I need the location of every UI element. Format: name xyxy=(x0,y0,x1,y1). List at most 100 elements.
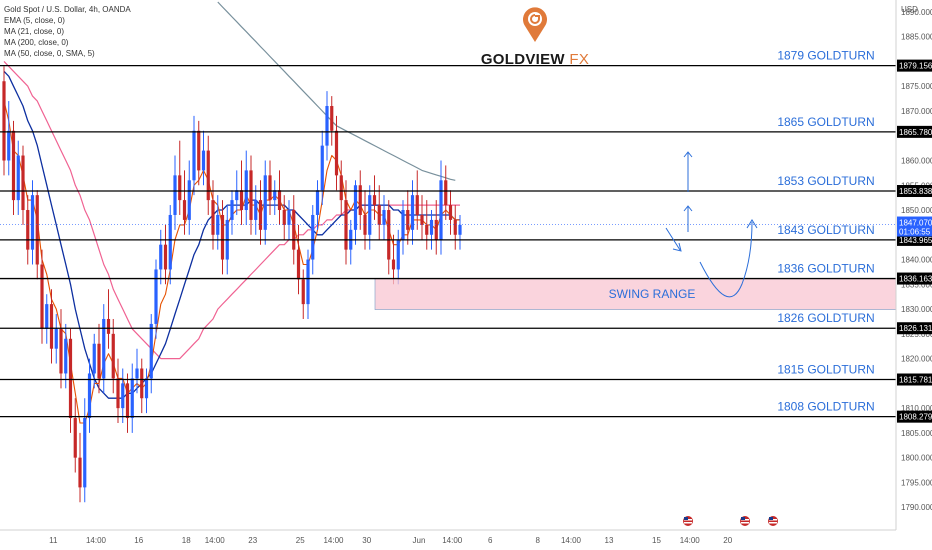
candle xyxy=(339,160,343,215)
candle-body xyxy=(230,200,234,220)
candle xyxy=(59,309,63,389)
candle-body xyxy=(268,175,272,201)
candle xyxy=(73,398,77,473)
level-price-tag xyxy=(897,322,932,335)
indicator-ma200[interactable]: MA (200, close, 0) xyxy=(4,38,69,47)
candle xyxy=(144,368,149,414)
candle-body xyxy=(220,214,225,260)
candle xyxy=(282,195,286,240)
candle-body xyxy=(201,150,206,171)
candle-body xyxy=(334,130,339,176)
countdown-text: 01:06:55 xyxy=(899,228,931,237)
candle-body xyxy=(273,190,277,201)
time-tick-label: 14:00 xyxy=(205,536,226,545)
candle xyxy=(35,190,39,280)
candle-body xyxy=(211,200,215,235)
candle-body xyxy=(406,210,410,230)
time-tick-label: 16 xyxy=(134,536,143,545)
goldturn-levels: 1879 GOLDTURN 1865 GOLDTURN 1853 GOLDTURN 1… xyxy=(0,49,896,418)
candle xyxy=(173,155,177,230)
candle-body xyxy=(444,180,448,206)
candle-body xyxy=(216,214,220,235)
time-tick-label: 20 xyxy=(723,536,732,545)
candle-body xyxy=(168,214,172,270)
indicator-ema5[interactable]: EMA (5, close, 0) xyxy=(4,16,65,25)
candle xyxy=(11,120,16,215)
symbol-title[interactable]: Gold Spot / U.S. Dollar, 4h, OANDA xyxy=(4,5,131,14)
level-price-tag-text: 1865.780 xyxy=(899,128,932,137)
down-arrow-head xyxy=(672,242,682,252)
candle-body xyxy=(410,195,415,230)
candle-body xyxy=(306,259,310,305)
candle-body xyxy=(40,264,44,329)
price-tick-label: 1840.000 xyxy=(901,256,932,265)
candle xyxy=(168,205,172,285)
level-price-tag-text: 1836.163 xyxy=(899,275,932,284)
candle-body xyxy=(16,155,20,201)
level-price-tag xyxy=(897,125,932,138)
candle xyxy=(249,155,253,235)
candle-body xyxy=(296,249,301,280)
candle-body xyxy=(434,219,438,240)
candle xyxy=(254,185,258,235)
candle-body xyxy=(315,190,320,215)
candle xyxy=(277,170,282,225)
candle xyxy=(429,210,434,250)
candle-body xyxy=(78,457,82,488)
candle-body xyxy=(178,175,182,201)
candle xyxy=(358,170,362,230)
candle xyxy=(415,170,419,230)
level-price-tag xyxy=(897,185,932,198)
candle-body xyxy=(287,210,291,225)
brand-name: GOLDVIEW FX xyxy=(480,51,590,68)
candle-body xyxy=(439,180,443,240)
candle xyxy=(68,328,73,433)
candle xyxy=(244,150,248,225)
candle xyxy=(45,294,49,344)
candle-body xyxy=(135,368,139,379)
candle xyxy=(64,323,68,389)
flag-canton xyxy=(684,517,688,520)
candle-body xyxy=(21,155,25,211)
candle-body xyxy=(68,338,73,419)
level-price-tag-text: 1853.838 xyxy=(899,187,932,196)
price-tick-label: 1800.000 xyxy=(901,454,932,463)
candle xyxy=(206,135,210,215)
candle-body xyxy=(54,328,58,349)
candle-body xyxy=(144,378,149,399)
price-axis[interactable]: USD 1790.000 1795.000 1800.000 1805.000 1810.… xyxy=(895,0,932,550)
price-tick-label: 1835.000 xyxy=(901,280,932,289)
candle-body xyxy=(244,170,248,211)
time-axis[interactable]: 11 14:00 16 18 14:00 23 25 14:00 30 Jun 14:00 6 8 14:… xyxy=(0,516,932,550)
level-price-tag xyxy=(897,410,932,423)
candle-body xyxy=(282,210,286,225)
level-label: 1879 GOLDTURN xyxy=(777,49,874,63)
candle-body xyxy=(182,200,187,220)
candle xyxy=(154,259,158,339)
candle xyxy=(434,200,438,255)
candle-body xyxy=(97,343,101,379)
time-tick-label: 18 xyxy=(182,536,191,545)
candle-body xyxy=(330,106,334,131)
time-tick-label: 11 xyxy=(49,536,58,545)
candle xyxy=(16,140,20,215)
candle xyxy=(125,373,130,433)
plot-background xyxy=(0,0,896,530)
candle-body xyxy=(396,239,400,270)
price-tick-label: 1890.000 xyxy=(901,8,932,17)
candle xyxy=(83,398,87,503)
candle xyxy=(439,160,443,255)
candle-body xyxy=(325,106,329,146)
candle xyxy=(420,195,424,240)
candle-body xyxy=(106,318,111,334)
time-tick-label: 14:00 xyxy=(323,536,344,545)
current-price-text: 1847.070 xyxy=(899,219,932,228)
candle xyxy=(325,91,329,161)
level-label: 1836 GOLDTURN xyxy=(777,262,874,276)
candle xyxy=(425,200,429,250)
candle-body xyxy=(420,214,424,225)
indicator-ma21[interactable]: MA (21, close, 0) xyxy=(4,27,65,36)
price-tick-label: 1805.000 xyxy=(901,429,932,438)
indicator-ma50[interactable]: MA (50, close, 0, SMA, 5) xyxy=(4,49,95,58)
grid xyxy=(0,0,896,530)
